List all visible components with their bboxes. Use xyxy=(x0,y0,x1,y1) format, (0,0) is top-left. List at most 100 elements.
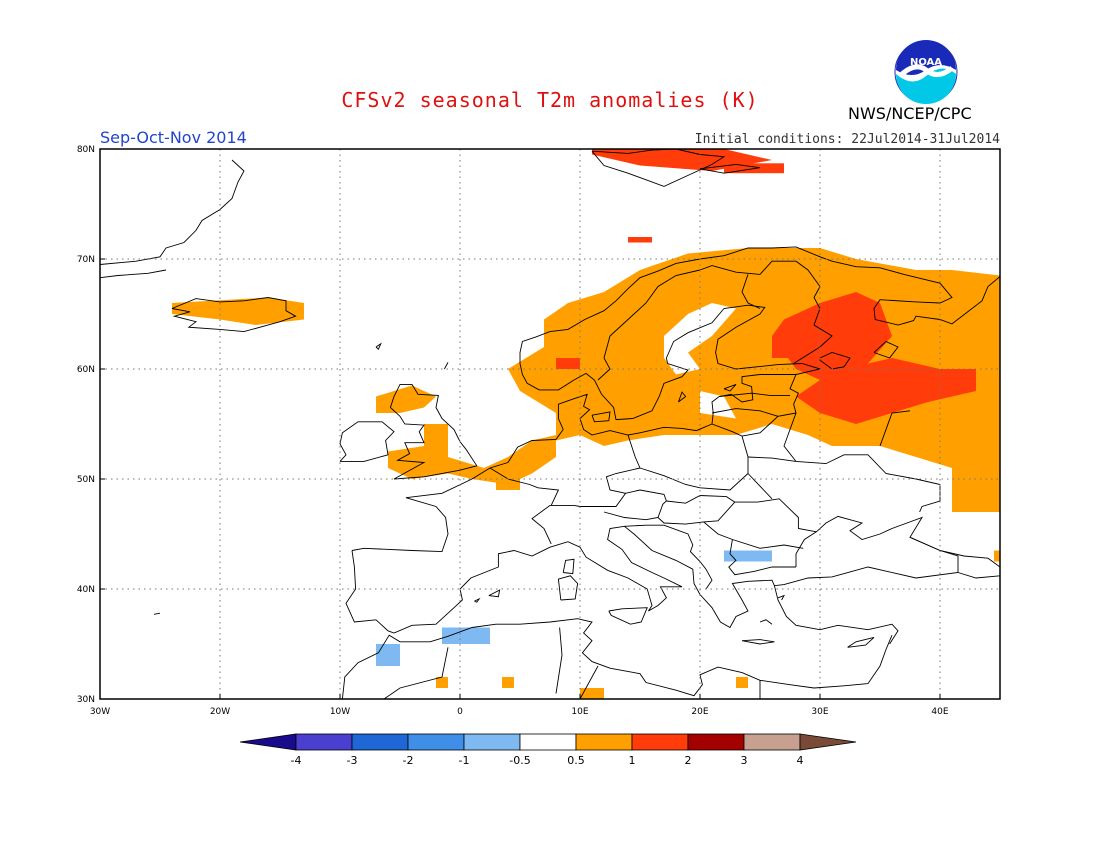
legend-swatch xyxy=(743,733,801,751)
legend-label-0p5: 0.5 xyxy=(567,754,585,767)
agency-label: NWS/NCEP/CPC xyxy=(848,104,972,123)
legend-swatch xyxy=(463,733,521,751)
lat-label-50n: 50N xyxy=(77,475,95,485)
coastline-segment xyxy=(171,297,297,333)
legend-swatch xyxy=(351,733,409,751)
anomaly-speck-3 xyxy=(580,688,604,699)
legend-swatch xyxy=(631,733,689,751)
anomaly-region-morocco-cool xyxy=(376,644,400,666)
legend-arrow-low xyxy=(239,733,297,751)
coastline-segment xyxy=(375,342,382,350)
anomaly-field xyxy=(172,149,1000,699)
coastline-segment xyxy=(723,383,737,392)
coastline-segment xyxy=(957,572,1000,579)
season-label: Sep-Oct-Nov 2014 xyxy=(100,128,247,147)
longitude-labels: 30W 20W 10W 0 10E 20E 30E 40E xyxy=(90,707,949,717)
coastline-segment xyxy=(699,260,833,364)
coastline-segment xyxy=(777,594,785,601)
coastline-segment xyxy=(677,391,687,403)
coastline-segment xyxy=(591,411,611,423)
coastline-segment xyxy=(341,618,893,699)
coastline-segment xyxy=(711,408,779,417)
coastline-segment xyxy=(591,149,726,187)
lat-label-30n: 30N xyxy=(77,695,95,705)
coastline-segment xyxy=(728,539,796,576)
coastline-segment xyxy=(389,383,478,480)
anomaly-region-russia-strong xyxy=(772,292,976,424)
lat-label-40n: 40N xyxy=(77,585,95,595)
coastline-segment xyxy=(624,524,713,590)
coastline-segment xyxy=(759,619,773,625)
anomaly-region-benelux xyxy=(496,479,520,490)
noaa-logo-icon: NOAA xyxy=(894,40,958,104)
anomaly-region-balkan-cool xyxy=(724,550,772,562)
coastline-segment xyxy=(100,159,245,265)
latitude-labels: 80N 70N 60N 50N 40N 30N xyxy=(77,145,95,705)
coastline-segment xyxy=(603,489,667,521)
legend-label-3: 3 xyxy=(741,754,748,767)
coastline-segment xyxy=(703,521,804,549)
coastline-segment xyxy=(153,612,161,615)
anomaly-region-west-europe xyxy=(388,424,556,485)
anomaly-gap-baltic xyxy=(700,391,736,419)
coastline-segment xyxy=(351,462,509,553)
coastline-segment xyxy=(747,454,941,513)
coastline-segment xyxy=(444,362,449,370)
coastline-segment xyxy=(879,410,911,447)
lat-label-80n: 80N xyxy=(77,145,95,155)
legend-swatch xyxy=(687,733,745,751)
coastline-segment xyxy=(847,636,875,648)
coastline-segment xyxy=(873,340,899,359)
anomaly-speck-1 xyxy=(436,677,448,688)
graticule xyxy=(100,149,1000,699)
coastline-segment xyxy=(741,639,775,645)
lon-label-10w: 10W xyxy=(330,707,350,717)
lon-label-30w: 30W xyxy=(90,707,110,717)
initial-conditions-label: Initial conditions: 22Jul2014-31Jul2014 xyxy=(694,132,1000,147)
legend-label-neg3: -3 xyxy=(347,754,358,767)
coastline-segment xyxy=(100,269,167,279)
coastline-segment xyxy=(719,392,790,397)
coastline-segment xyxy=(597,357,611,381)
coastline-segment xyxy=(489,467,560,506)
coastline-segment xyxy=(507,246,1000,463)
coastline-segment xyxy=(734,498,817,533)
anomaly-speck-4 xyxy=(736,677,748,688)
lon-label-20e: 20E xyxy=(691,707,708,717)
legend-swatch xyxy=(575,733,633,751)
anomaly-region-nordkapp-strong xyxy=(628,237,652,243)
coastline-segment xyxy=(555,627,563,694)
anomaly-region-norway-strong xyxy=(556,358,580,369)
coastline-segment xyxy=(819,352,851,370)
coastline-segment xyxy=(575,665,599,699)
coastline-segment xyxy=(747,473,773,500)
anomaly-gap-bothnia xyxy=(664,303,736,375)
coastlines xyxy=(100,149,1000,699)
legend-color-boxes xyxy=(239,733,857,751)
legend-label-neg2: -2 xyxy=(403,754,414,767)
legend-arrow-high xyxy=(799,733,857,751)
coastline-segment xyxy=(657,495,736,525)
legend-label-neg1: -1 xyxy=(459,754,470,767)
coastline-segment xyxy=(383,647,449,699)
anomaly-speck-5 xyxy=(994,550,1000,562)
lon-label-30e: 30E xyxy=(811,707,828,717)
chart-title: CFSv2 seasonal T2m anomalies (K) xyxy=(341,88,759,112)
coastline-segment xyxy=(557,575,579,601)
anomaly-region-algeria-cool xyxy=(442,627,490,644)
lat-label-60n: 60N xyxy=(77,365,95,375)
noaa-logo-text: NOAA xyxy=(910,57,942,68)
lon-label-40e: 40E xyxy=(931,707,948,717)
coastline-segment xyxy=(741,274,761,309)
legend-label-neg0p5: -0.5 xyxy=(509,754,530,767)
legend-swatch xyxy=(295,733,353,751)
legend-label-1: 1 xyxy=(629,754,636,767)
coastline-segment xyxy=(639,423,749,491)
coastline-segment xyxy=(488,589,501,598)
coastline-segment xyxy=(562,558,575,575)
lat-label-70n: 70N xyxy=(77,255,95,265)
lon-label-20w: 20W xyxy=(210,707,230,717)
lon-label-0: 0 xyxy=(457,707,463,717)
legend-swatch xyxy=(407,733,465,751)
